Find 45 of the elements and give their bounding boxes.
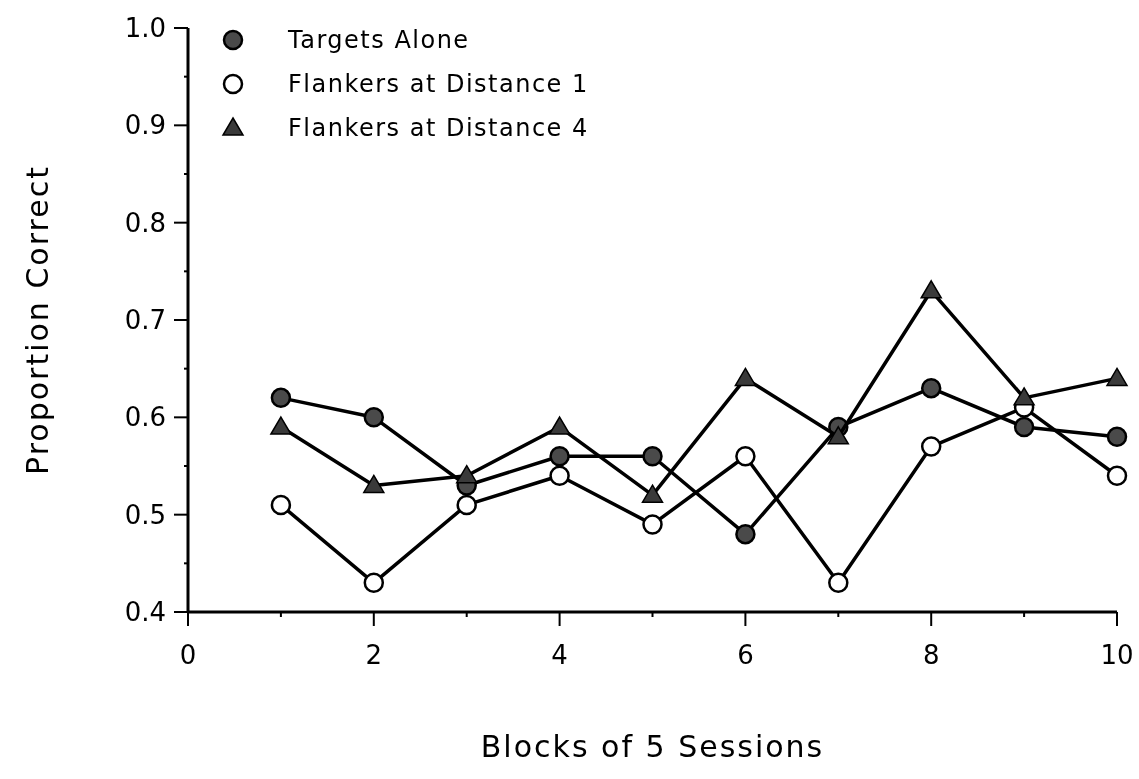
y-tick-label: 0.9 xyxy=(124,110,166,141)
y-tick-label: 0.8 xyxy=(124,207,166,238)
point xyxy=(735,523,756,545)
legend-label: Flankers at Distance 4 xyxy=(288,114,589,143)
point xyxy=(270,416,292,435)
point xyxy=(641,484,664,503)
point xyxy=(455,464,478,484)
y-tick-label: 0.7 xyxy=(124,305,166,336)
point xyxy=(642,446,663,467)
point xyxy=(827,426,850,445)
x-tick-label: 8 xyxy=(922,640,940,670)
point xyxy=(642,514,663,535)
point xyxy=(270,494,292,516)
point xyxy=(735,446,756,467)
legend-label: Targets Alone xyxy=(287,26,470,55)
x-axis-title: Blocks of 5 Sessions xyxy=(480,729,825,764)
point xyxy=(549,446,570,467)
point xyxy=(456,494,477,516)
point xyxy=(828,572,849,594)
y-tick-label: 1.0 xyxy=(124,13,166,44)
point xyxy=(1013,387,1035,406)
point xyxy=(548,416,571,435)
point xyxy=(270,387,292,409)
y-axis-title: Proportion Correct xyxy=(20,165,55,475)
point xyxy=(1013,416,1035,438)
y-tick-label: 0.4 xyxy=(124,597,166,628)
point xyxy=(920,436,942,457)
point xyxy=(1106,426,1128,448)
x-tick-label: 0 xyxy=(179,640,197,670)
x-tick-label: 4 xyxy=(551,640,568,670)
point xyxy=(363,572,385,594)
point xyxy=(1106,465,1128,486)
point xyxy=(734,367,757,387)
point xyxy=(920,280,942,299)
point xyxy=(1106,367,1128,387)
x-tick-label: 2 xyxy=(365,640,383,670)
point xyxy=(363,474,385,494)
point xyxy=(363,407,385,428)
x-tick-label: 6 xyxy=(737,640,754,670)
y-tick-label: 0.5 xyxy=(124,499,166,530)
legend-label: Flankers at Distance 1 xyxy=(288,70,589,99)
y-tick-label: 0.6 xyxy=(124,402,166,433)
x-tick-label: 10 xyxy=(1100,640,1134,670)
point xyxy=(920,377,942,399)
point xyxy=(549,465,570,486)
